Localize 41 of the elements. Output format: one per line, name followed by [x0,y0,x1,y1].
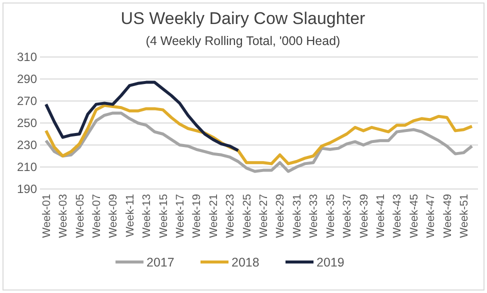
x-tick-label: Week-51 [458,194,470,238]
x-tick-label: Week-05 [74,194,86,238]
chart-subtitle: (4 Weekly Rolling Total, '000 Head) [146,34,340,48]
legend-label: 2018 [232,256,260,270]
x-tick-label: Week-49 [442,194,454,238]
y-tick-label: 270 [16,94,38,108]
x-tick-label: Week-29 [274,194,287,238]
y-tick-label: 250 [16,116,38,130]
x-tick-label: Week-01 [40,194,53,238]
x-tick-label: Week-09 [108,194,120,238]
y-tick-label: 310 [16,50,38,64]
line-series [44,112,474,173]
x-tick-label: Week-47 [425,194,438,238]
x-tick-label: Week-15 [158,194,170,238]
x-tick-label: Week-03 [58,194,70,238]
y-tick-label: 190 [16,182,38,196]
chart-title: US Weekly Dairy Cow Slaughter [120,9,366,28]
x-tick-label: Week-27 [258,194,270,238]
y-tick-label: 210 [16,160,38,174]
x-tick-label: Week-07 [90,194,103,238]
x-tick-label: Week-43 [392,194,404,238]
y-tick-label: 290 [16,72,38,86]
x-tick-label: Week-41 [374,194,387,238]
x-tick-label: Week-35 [324,194,337,238]
x-tick-label: Week-31 [291,194,304,238]
legend-label: 2019 [316,256,344,270]
x-tick-label: Week-11 [124,194,136,238]
legend-label: 2017 [146,256,174,270]
x-tick-label: Week-25 [241,194,254,238]
x-tick-label: Week-17 [174,194,186,238]
x-tick-label: Week-23 [224,194,237,238]
x-tick-label: Week-37 [342,194,354,238]
x-tick-label: Week-45 [408,194,420,238]
x-tick-label: Week-33 [308,194,320,238]
x-tick-label: Week-39 [358,194,370,238]
x-tick-label: Week-13 [141,194,154,238]
x-tick-label: Week-19 [191,194,204,238]
line-series [44,80,240,152]
line-series [44,104,474,166]
x-tick-label: Week-21 [208,194,220,238]
y-tick-label: 230 [16,138,38,152]
